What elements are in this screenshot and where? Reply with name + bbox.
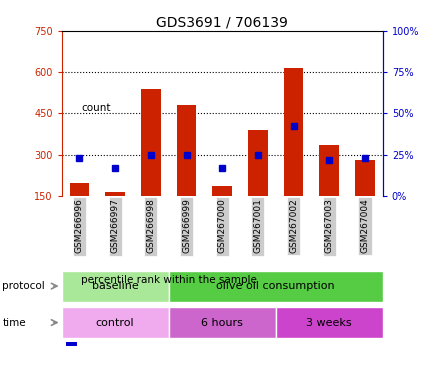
Bar xyxy=(355,160,375,196)
Text: olive oil consumption: olive oil consumption xyxy=(216,281,335,291)
Text: baseline: baseline xyxy=(92,281,139,291)
Bar xyxy=(177,105,196,196)
Title: GDS3691 / 706139: GDS3691 / 706139 xyxy=(156,16,288,30)
Bar xyxy=(213,186,232,196)
Bar xyxy=(141,88,161,196)
Bar xyxy=(66,38,77,173)
Bar xyxy=(66,211,77,346)
Bar xyxy=(276,307,383,338)
Text: 3 weeks: 3 weeks xyxy=(306,318,352,328)
Text: 6 hours: 6 hours xyxy=(201,318,243,328)
Text: protocol: protocol xyxy=(2,281,45,291)
Bar xyxy=(62,270,169,302)
Text: percentile rank within the sample: percentile rank within the sample xyxy=(81,275,257,285)
Bar xyxy=(62,307,169,338)
Bar xyxy=(248,130,268,196)
Bar xyxy=(169,270,383,302)
Bar xyxy=(319,145,339,196)
Bar xyxy=(284,68,304,196)
Bar xyxy=(169,307,276,338)
Bar xyxy=(70,184,89,196)
Bar xyxy=(105,192,125,196)
Text: time: time xyxy=(2,318,26,328)
Text: count: count xyxy=(81,103,111,113)
Text: control: control xyxy=(96,318,135,328)
